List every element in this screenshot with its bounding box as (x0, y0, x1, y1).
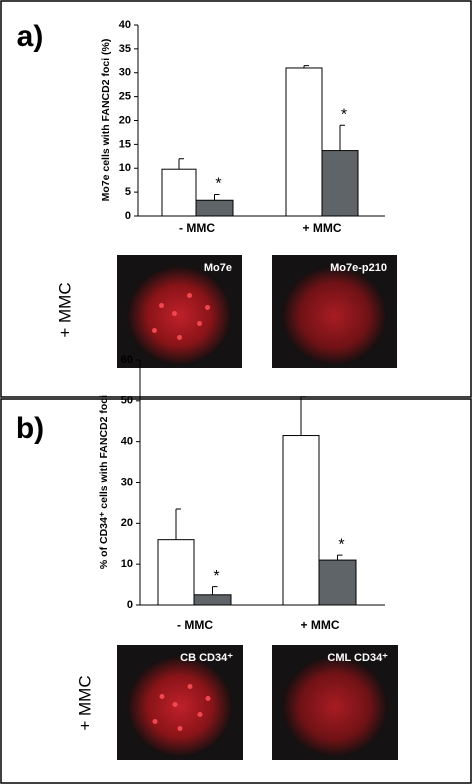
focus-spot (205, 305, 210, 310)
error-bar (212, 586, 218, 595)
annotation: * (341, 106, 347, 123)
y-tick-label: 30 (119, 67, 131, 79)
cell-nucleus (282, 265, 387, 366)
focus-spot (152, 328, 157, 333)
focus-spot (187, 293, 192, 298)
annotation: * (213, 568, 219, 585)
bar (282, 435, 320, 606)
y-tick-label: 20 (119, 114, 131, 126)
y-tick-label: 10 (119, 162, 131, 174)
focus-spot (187, 684, 193, 689)
cell-nucleus (127, 655, 233, 758)
y-tick-label: 40 (119, 19, 131, 31)
y-tick-label: 30 (121, 476, 133, 488)
panel-frame (0, 398, 472, 784)
annotation: * (215, 176, 221, 193)
annotation: * (338, 536, 344, 553)
focus-spot (197, 321, 202, 326)
y-tick-label: 50 (121, 395, 133, 407)
panel-label: a) (17, 20, 44, 53)
image-label: CML CD34⁺ (327, 652, 388, 664)
cell-nucleus (127, 265, 232, 366)
image-side-label: + MMC (55, 282, 74, 337)
y-axis-label: % of CD34⁺ cells with FANCD2 foci (98, 395, 110, 569)
bar (318, 559, 357, 606)
y-axis-label: Mo7e cells with FANCD2 foci (%) (100, 39, 112, 202)
bar (195, 199, 234, 217)
x-tick-label: + MMC (303, 221, 342, 235)
focus-spot (172, 702, 178, 707)
focus-spot (152, 719, 158, 724)
focus-spot (177, 726, 183, 731)
y-tick-label: 0 (127, 599, 133, 611)
focus-spot (172, 311, 177, 316)
panel-label: b) (16, 412, 44, 445)
image-label: Mo7e-p210 (330, 262, 387, 274)
y-tick-label: 10 (121, 558, 133, 570)
y-tick-label: 0 (125, 210, 131, 222)
bar (161, 168, 197, 217)
focus-spot (205, 696, 211, 701)
panel-frame (0, 0, 472, 398)
cell-nucleus (282, 655, 388, 758)
x-tick-label: - MMC (177, 618, 213, 632)
y-tick-label: 5 (125, 186, 131, 198)
error-bar (175, 508, 181, 540)
focus-spot (177, 335, 182, 340)
image-side-label: + MMC (75, 675, 94, 730)
error-bar (339, 124, 345, 151)
image-label: Mo7e (204, 262, 232, 274)
image-label: CB CD34⁺ (180, 652, 233, 664)
y-tick-label: 35 (119, 43, 131, 55)
focus-spot (197, 712, 203, 717)
y-tick-label: 25 (119, 91, 131, 103)
y-tick-label: 60 (121, 354, 133, 366)
x-tick-label: - MMC (179, 221, 215, 235)
bar (321, 150, 359, 217)
y-tick-label: 20 (121, 517, 133, 529)
bar (193, 594, 232, 606)
y-tick-label: 40 (121, 436, 133, 448)
focus-spot (159, 694, 165, 699)
y-tick-label: 15 (119, 138, 131, 150)
bar (285, 67, 323, 217)
x-tick-label: + MMC (301, 618, 340, 632)
bar (157, 539, 195, 606)
error-bar (300, 396, 306, 436)
error-bar (178, 158, 184, 170)
error-bar (303, 65, 309, 68)
error-bar (214, 194, 220, 201)
error-bar (337, 554, 343, 561)
focus-spot (159, 303, 164, 308)
